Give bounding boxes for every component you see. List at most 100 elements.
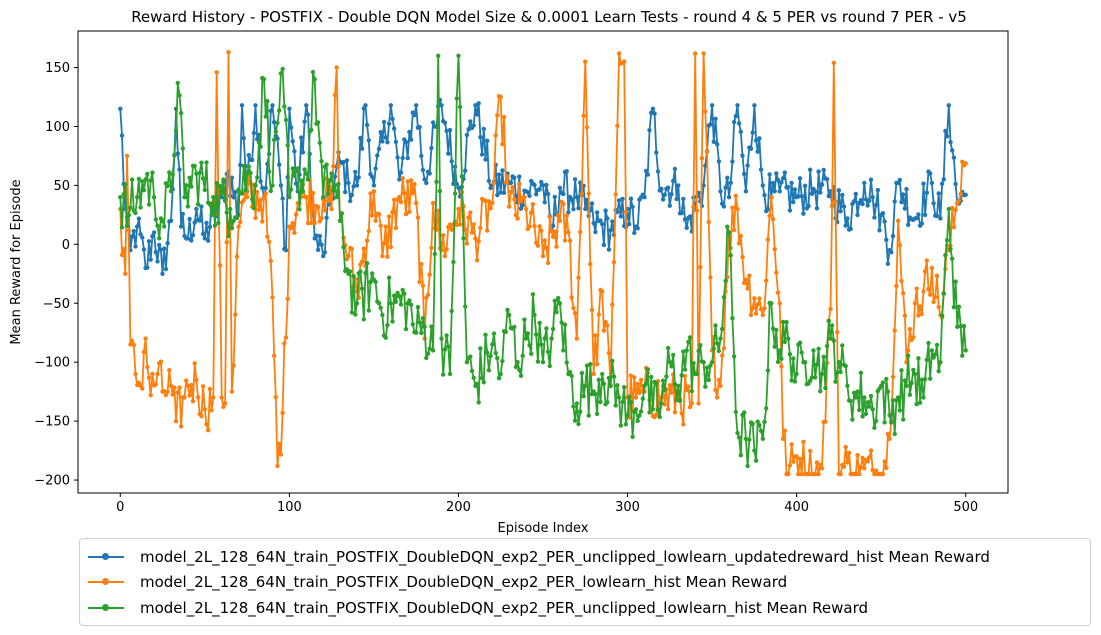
data-point bbox=[699, 156, 705, 161]
data-point bbox=[801, 439, 806, 445]
data-point bbox=[135, 224, 140, 229]
data-point bbox=[131, 228, 136, 234]
data-point bbox=[921, 289, 926, 294]
data-point bbox=[605, 400, 610, 405]
data-point bbox=[381, 119, 387, 125]
data-point bbox=[537, 187, 542, 192]
data-point bbox=[424, 355, 429, 361]
data-point bbox=[806, 471, 811, 477]
data-point bbox=[449, 308, 454, 314]
data-point bbox=[916, 313, 921, 318]
data-point bbox=[527, 193, 532, 198]
data-point bbox=[490, 342, 495, 347]
data-point bbox=[944, 238, 950, 243]
data-point bbox=[368, 279, 373, 285]
data-point bbox=[628, 196, 634, 201]
data-point bbox=[848, 398, 853, 404]
data-point bbox=[510, 185, 515, 190]
data-point bbox=[119, 133, 125, 138]
data-point bbox=[605, 216, 610, 221]
data-point bbox=[951, 225, 957, 230]
data-point bbox=[557, 185, 563, 190]
data-point bbox=[938, 360, 943, 365]
data-point bbox=[270, 295, 275, 300]
data-point bbox=[268, 258, 273, 264]
data-point bbox=[836, 360, 842, 365]
data-point bbox=[229, 225, 235, 231]
data-point bbox=[733, 193, 738, 198]
data-point bbox=[806, 203, 811, 209]
data-point bbox=[928, 292, 933, 297]
data-point bbox=[600, 371, 605, 377]
data-point bbox=[906, 353, 911, 358]
data-point bbox=[466, 127, 471, 132]
data-point bbox=[273, 395, 278, 400]
data-point bbox=[736, 241, 742, 246]
data-point bbox=[875, 187, 880, 193]
data-point bbox=[643, 381, 649, 386]
data-point bbox=[718, 336, 723, 341]
data-point bbox=[733, 409, 738, 415]
data-point bbox=[442, 254, 448, 259]
data-point bbox=[304, 195, 309, 200]
data-point bbox=[899, 278, 904, 284]
data-point bbox=[268, 188, 273, 194]
data-point bbox=[204, 220, 209, 226]
data-point bbox=[143, 336, 148, 341]
data-point bbox=[469, 368, 475, 374]
data-point bbox=[370, 174, 375, 180]
data-point bbox=[280, 196, 285, 201]
data-point bbox=[779, 364, 784, 369]
data-point bbox=[141, 247, 147, 252]
data-point bbox=[755, 149, 760, 154]
data-point bbox=[554, 244, 559, 249]
data-point bbox=[344, 158, 350, 163]
data-point bbox=[681, 422, 686, 427]
data-point bbox=[447, 371, 453, 377]
data-point bbox=[757, 136, 762, 141]
data-point bbox=[911, 335, 916, 340]
data-point bbox=[414, 200, 419, 206]
data-point bbox=[738, 233, 743, 239]
data-point bbox=[495, 192, 500, 198]
data-point bbox=[160, 218, 165, 223]
legend-entry: model_2L_128_64N_train_POSTFIX_DoubleDQN… bbox=[88, 570, 1082, 596]
data-point bbox=[571, 305, 576, 311]
data-point bbox=[953, 181, 958, 187]
data-point bbox=[390, 116, 395, 122]
data-point bbox=[173, 128, 179, 133]
data-point bbox=[858, 370, 864, 375]
data-point bbox=[743, 277, 749, 282]
data-point bbox=[427, 346, 432, 351]
data-point bbox=[182, 395, 187, 400]
data-point bbox=[676, 383, 681, 388]
data-point bbox=[939, 181, 945, 186]
data-point bbox=[206, 428, 211, 433]
data-point bbox=[290, 221, 295, 226]
data-point bbox=[507, 204, 512, 209]
data-point bbox=[748, 146, 754, 151]
data-point bbox=[765, 207, 771, 212]
data-point bbox=[329, 171, 334, 176]
data-point bbox=[324, 215, 329, 220]
data-point bbox=[151, 195, 157, 200]
data-point bbox=[187, 393, 192, 398]
data-point bbox=[397, 294, 402, 299]
data-point bbox=[165, 183, 170, 189]
data-point bbox=[802, 360, 808, 365]
data-point bbox=[324, 162, 329, 167]
data-point bbox=[508, 180, 514, 185]
data-point bbox=[576, 206, 581, 211]
data-point bbox=[581, 394, 586, 399]
data-point bbox=[268, 108, 273, 114]
data-point bbox=[293, 181, 299, 186]
data-point bbox=[689, 401, 694, 406]
data-point bbox=[129, 234, 135, 239]
data-point bbox=[442, 347, 448, 352]
data-point bbox=[231, 218, 236, 223]
data-point bbox=[310, 190, 316, 196]
data-point bbox=[635, 226, 640, 231]
data-point bbox=[946, 206, 951, 212]
data-point bbox=[698, 265, 703, 270]
data-point bbox=[319, 159, 324, 164]
